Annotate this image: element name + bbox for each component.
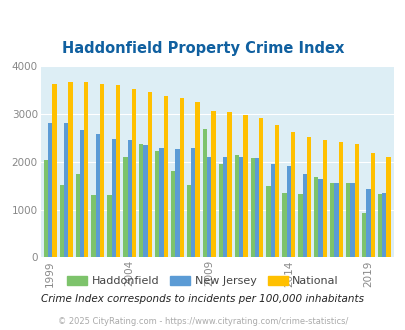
Bar bbox=[345, 183, 350, 257]
Bar bbox=[290, 132, 294, 257]
Bar bbox=[227, 112, 231, 257]
Bar bbox=[365, 189, 370, 257]
Bar bbox=[274, 125, 279, 257]
Bar bbox=[381, 193, 386, 257]
Bar bbox=[191, 148, 195, 257]
Bar bbox=[250, 158, 254, 257]
Bar bbox=[60, 185, 64, 257]
Bar bbox=[218, 164, 222, 257]
Bar bbox=[44, 160, 48, 257]
Bar bbox=[186, 185, 191, 257]
Bar bbox=[111, 139, 116, 257]
Bar bbox=[329, 183, 334, 257]
Bar bbox=[195, 102, 199, 257]
Bar bbox=[377, 194, 381, 257]
Bar bbox=[222, 157, 227, 257]
Bar bbox=[139, 144, 143, 257]
Bar bbox=[84, 82, 88, 257]
Bar bbox=[258, 118, 263, 257]
Text: Haddonfield Property Crime Index: Haddonfield Property Crime Index bbox=[62, 41, 343, 56]
Bar bbox=[243, 115, 247, 257]
Bar bbox=[318, 179, 322, 257]
Bar bbox=[52, 84, 56, 257]
Bar bbox=[147, 92, 152, 257]
Bar bbox=[254, 158, 258, 257]
Bar bbox=[266, 185, 270, 257]
Bar bbox=[322, 140, 326, 257]
Bar bbox=[270, 164, 274, 257]
Bar bbox=[107, 195, 111, 257]
Legend: Haddonfield, New Jersey, National: Haddonfield, New Jersey, National bbox=[62, 271, 343, 290]
Bar bbox=[302, 174, 306, 257]
Bar bbox=[123, 157, 127, 257]
Bar bbox=[350, 183, 354, 257]
Bar bbox=[234, 154, 238, 257]
Bar bbox=[298, 194, 302, 257]
Bar bbox=[386, 157, 390, 257]
Bar bbox=[338, 142, 342, 257]
Bar bbox=[175, 149, 179, 257]
Bar bbox=[238, 157, 243, 257]
Bar bbox=[64, 123, 68, 257]
Bar bbox=[143, 146, 147, 257]
Bar bbox=[306, 137, 310, 257]
Bar bbox=[202, 129, 207, 257]
Bar bbox=[207, 157, 211, 257]
Bar bbox=[75, 174, 80, 257]
Bar bbox=[68, 82, 72, 257]
Bar bbox=[354, 144, 358, 257]
Bar bbox=[127, 140, 132, 257]
Bar bbox=[361, 214, 365, 257]
Bar bbox=[163, 96, 168, 257]
Bar bbox=[286, 166, 290, 257]
Bar bbox=[80, 130, 84, 257]
Bar bbox=[281, 193, 286, 257]
Bar bbox=[370, 153, 374, 257]
Bar bbox=[91, 195, 96, 257]
Bar bbox=[171, 171, 175, 257]
Bar bbox=[159, 148, 163, 257]
Bar bbox=[179, 98, 183, 257]
Bar bbox=[313, 177, 318, 257]
Bar bbox=[116, 85, 120, 257]
Bar bbox=[155, 151, 159, 257]
Bar bbox=[132, 89, 136, 257]
Bar bbox=[100, 84, 104, 257]
Bar bbox=[211, 111, 215, 257]
Text: © 2025 CityRating.com - https://www.cityrating.com/crime-statistics/: © 2025 CityRating.com - https://www.city… bbox=[58, 317, 347, 326]
Text: Crime Index corresponds to incidents per 100,000 inhabitants: Crime Index corresponds to incidents per… bbox=[41, 294, 364, 304]
Bar bbox=[334, 183, 338, 257]
Bar bbox=[48, 123, 52, 257]
Bar bbox=[96, 134, 100, 257]
